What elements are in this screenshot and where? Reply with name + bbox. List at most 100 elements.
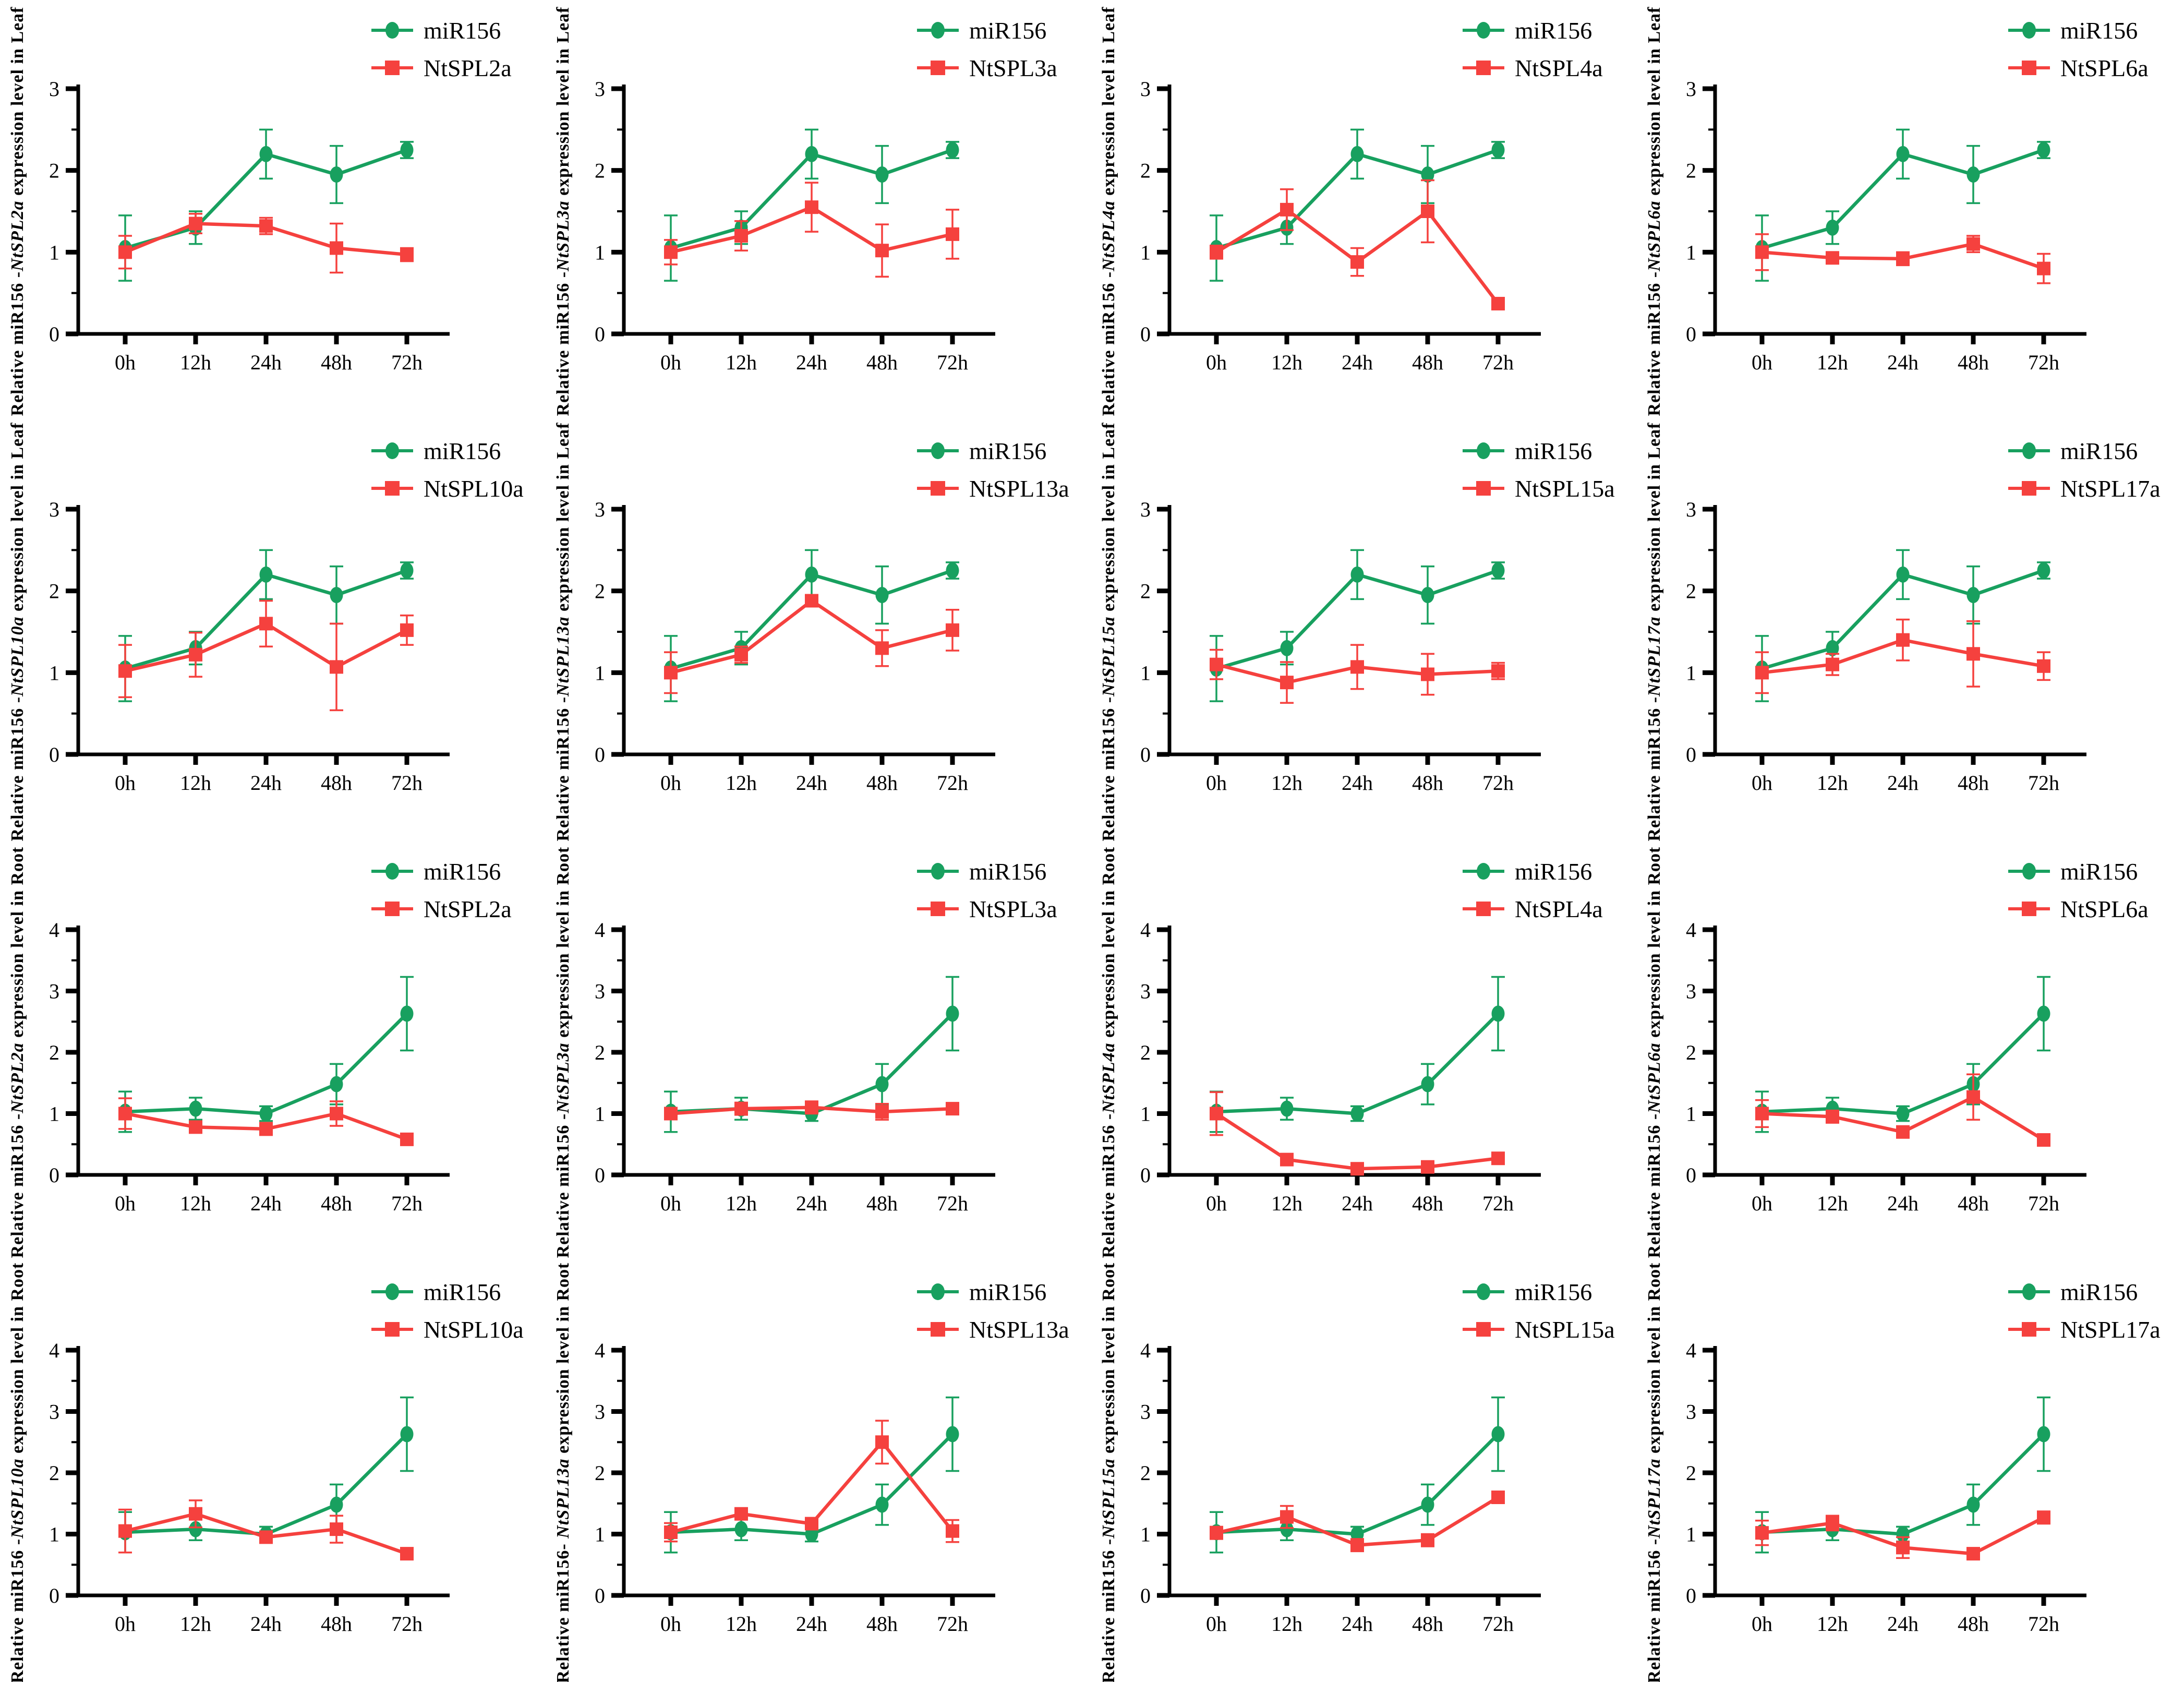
x-tick-label: 0h [1752,351,1772,374]
legend-marker-square [1476,481,1491,496]
data-point-square [1896,251,1910,266]
series-NtSPL17a [1755,618,2050,694]
data-point-circle [1280,1521,1294,1537]
y-axis-title: Relative miR156 -NtSPL15a expression lev… [1099,1263,1118,1682]
x-tick-label: 0h [1206,771,1227,795]
legend: miR156 NtSPL4a [1463,858,1603,922]
y-tick-label: 3 [49,980,59,1003]
y-tick-label: 0 [49,1163,59,1187]
x-tick-label: 24h [250,1192,282,1215]
y-tick-label: 3 [1140,498,1151,521]
data-point-circle [1491,1426,1505,1443]
y-axis-title: Relative miR156 -NtSPL2a expression leve… [8,847,27,1258]
y-tick-label: 0 [595,1584,605,1607]
y-tick-label: 4 [1140,918,1151,942]
data-point-square [946,623,959,637]
axes [622,1346,995,1597]
data-point-circle [1491,1005,1505,1022]
x-tick-label: 24h [1342,1612,1373,1636]
data-point-square [1491,297,1505,311]
expression-chart-leaf-NtSPL10a: 0 1 2 3 0h 12h 24h 48h 72h Relative miR156 -NtSPL… [0,420,546,841]
data-point-circle [805,566,818,583]
legend: miR156 NtSPL2a [371,858,512,922]
chart-svg: 0 1 2 3 4 0h 12h 24h 48h 72h Relative miR156 -NtSP… [1645,847,2149,1258]
legend-marker-circle [1477,1283,1490,1300]
y-tick-label: 0 [1140,322,1151,346]
series-NtSPL4a [1210,1091,1505,1176]
series-NtSPL3a [664,1100,959,1121]
expression-chart-root-NtSPL4a: 0 1 2 3 4 0h 12h 24h 48h 72h Relative miR156 -NtSP… [1091,841,1637,1262]
y-tick-label: 3 [595,1400,605,1424]
data-point-circle [400,1426,414,1443]
legend-marker-square [2022,1322,2036,1337]
x-tick-label: 72h [1482,351,1514,374]
x-tick-label: 12h [1271,1612,1302,1636]
x-tick-label: 48h [866,771,898,795]
expression-chart-root-NtSPL3a: 0 1 2 3 4 0h 12h 24h 48h 72h Relative miR156 -NtSP… [546,841,1091,1262]
x-tick-label: 72h [1482,1612,1514,1636]
legend-marker-square [2022,61,2036,75]
expression-chart-root-NtSPL2a: 0 1 2 3 4 0h 12h 24h 48h 72h Relative miR156 -NtSP… [0,841,546,1262]
y-axis-title: Relative miR156 -NtSPL10a expression lev… [8,1263,27,1682]
data-point-square [118,664,132,678]
data-point-square [1755,1526,1769,1540]
data-point-square [1826,1516,1839,1530]
y-tick-label: 0 [595,1163,605,1187]
data-point-square [805,594,818,608]
legend: miR156 NtSPL3a [917,17,1057,81]
y-tick-label: 0 [595,322,605,346]
legend-marker-square [931,481,945,496]
x-tick-label: 12h [1271,1192,1302,1215]
axes [76,1346,450,1597]
legend-label: NtSPL2a [424,55,512,81]
data-point-square [1421,1160,1434,1174]
y-tick-label: 2 [49,159,59,183]
data-point-square [1491,1151,1505,1166]
legend-label: miR156 [969,1279,1046,1305]
y-axis-title: Relative miR156 -NtSPL3a expression leve… [553,847,573,1258]
x-tick-label: 72h [391,1192,423,1215]
data-point-square [400,623,414,637]
data-point-square [1826,251,1839,265]
data-point-square [1280,676,1294,690]
y-tick-label: 2 [595,1041,605,1064]
data-point-circle [1966,587,1980,603]
data-point-circle [330,1076,343,1092]
legend-label: NtSPL3a [969,896,1057,922]
data-point-square [330,1107,343,1121]
x-tick-label: 72h [1482,771,1514,795]
x-tick-label: 12h [1817,771,1848,795]
legend-label: NtSPL6a [2060,896,2149,922]
y-tick-label: 3 [1686,980,1696,1003]
chart-svg: 0 1 2 3 4 0h 12h 24h 48h 72h Relative miR156 -NtSP… [8,1263,524,1682]
y-tick-label: 0 [595,743,605,766]
series-line [1214,1432,1500,1536]
chart-svg: 0 1 2 3 0h 12h 24h 48h 72h Relative miR156 -NtSPL… [1099,423,1615,841]
data-point-square [189,217,202,231]
legend: miR156 NtSPL4a [1463,17,1603,81]
x-tick-label: 24h [1887,1612,1918,1636]
chart-svg: 0 1 2 3 0h 12h 24h 48h 72h Relative miR156 -NtSPL… [553,423,1069,841]
legend-marker-circle [1477,863,1490,880]
data-point-square [1350,255,1364,269]
data-point-square [1210,1526,1223,1540]
data-point-square [875,1104,889,1119]
legend: miR156 NtSPL10a [371,1279,524,1343]
x-tick-label: 12h [1817,1192,1848,1215]
x-tick-label: 24h [796,1612,827,1636]
legend-marker-square [385,61,400,75]
y-axis-title: Relative miR156 -NtSPL6a expression leve… [1645,7,1664,416]
data-point-square [2037,261,2050,275]
legend-label: NtSPL3a [969,55,1057,81]
legend-marker-circle [1477,442,1490,459]
legend: miR156 NtSPL13a [917,1279,1069,1343]
data-point-square [2037,1510,2050,1524]
x-tick-label: 48h [1412,1612,1443,1636]
x-tick-label: 72h [2028,351,2059,374]
y-tick-label: 4 [595,1339,605,1362]
x-tick-label: 0h [660,351,681,374]
chart-svg: 0 1 2 3 0h 12h 24h 48h 72h Relative miR156 -NtSPL… [8,423,524,841]
data-point-square [1491,664,1505,678]
x-tick-label: 12h [1817,1612,1848,1636]
data-point-square [1210,657,1223,671]
